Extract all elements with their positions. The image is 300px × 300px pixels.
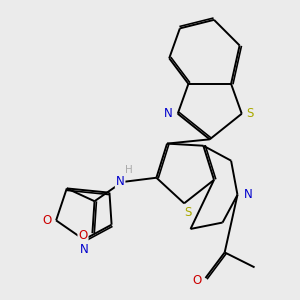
Text: N: N [116, 175, 124, 188]
Text: O: O [78, 229, 88, 242]
Text: H: H [125, 165, 133, 175]
Text: S: S [247, 107, 254, 120]
Text: N: N [164, 107, 173, 120]
Text: N: N [80, 242, 88, 256]
Text: O: O [42, 214, 51, 227]
Text: S: S [185, 206, 192, 219]
Text: N: N [244, 188, 253, 201]
Text: O: O [192, 274, 202, 287]
